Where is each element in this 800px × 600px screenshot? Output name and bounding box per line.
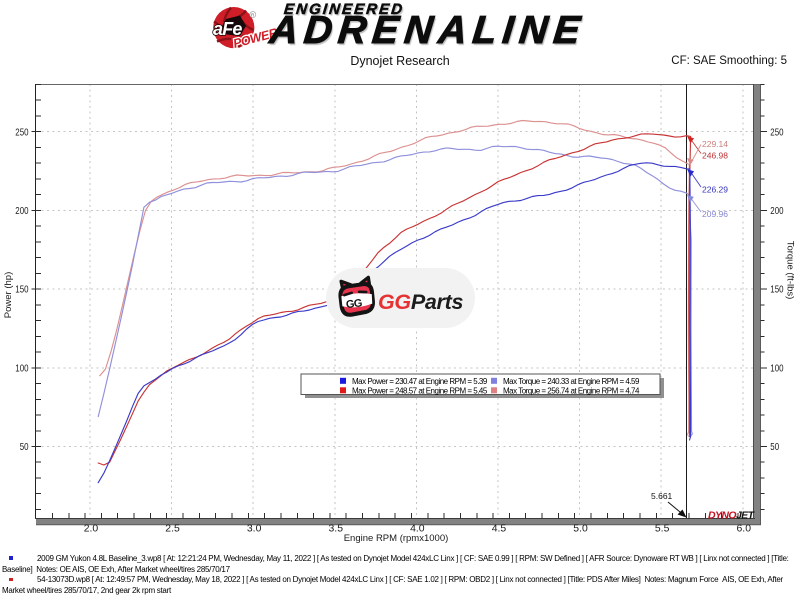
svg-text:100: 100	[770, 362, 783, 374]
svg-text:246.98: 246.98	[702, 151, 728, 161]
svg-text:209.96: 209.96	[702, 209, 728, 219]
svg-text:100: 100	[15, 362, 28, 374]
svg-text:Engine RPM (rpmx1000): Engine RPM (rpmx1000)	[344, 533, 449, 544]
svg-text:250: 250	[15, 126, 28, 138]
svg-text:200: 200	[15, 205, 28, 217]
svg-text:Max Torque = 256.74 at Engine: Max Torque = 256.74 at Engine RPM = 4.74	[503, 386, 640, 395]
svg-text:50: 50	[770, 441, 779, 453]
svg-text:5.0: 5.0	[573, 523, 588, 535]
svg-text:3.5: 3.5	[329, 523, 344, 535]
svg-text:GG: GG	[345, 297, 362, 311]
svg-text:2.5: 2.5	[165, 523, 180, 535]
svg-text:200: 200	[770, 205, 783, 217]
svg-text:Power (hp): Power (hp)	[3, 272, 14, 318]
svg-text:6.0: 6.0	[737, 523, 752, 535]
svg-text:aFe: aFe	[213, 19, 242, 39]
svg-text:5.5: 5.5	[655, 523, 670, 535]
svg-text:4.5: 4.5	[492, 523, 507, 535]
svg-text:3.0: 3.0	[247, 523, 262, 535]
svg-text:Max Power = 248.57 at Engine R: Max Power = 248.57 at Engine RPM = 5.45	[352, 386, 488, 395]
svg-text:50: 50	[20, 441, 29, 453]
svg-text:250: 250	[770, 126, 783, 138]
svg-text:DYNOJET: DYNOJET	[708, 510, 756, 522]
svg-text:150: 150	[15, 284, 28, 296]
svg-text:GGParts: GGParts	[378, 290, 463, 314]
svg-text:2.0: 2.0	[84, 523, 99, 535]
svg-text:150: 150	[770, 284, 783, 296]
svg-text:4.0: 4.0	[410, 523, 425, 535]
svg-text:5.661: 5.661	[651, 491, 673, 501]
svg-text:Max Torque = 240.33 at Engine: Max Torque = 240.33 at Engine RPM = 4.59	[503, 377, 640, 386]
svg-text:Torque (ft-lbs): Torque (ft-lbs)	[785, 241, 796, 300]
svg-text:R: R	[251, 13, 255, 18]
svg-text:229.14: 229.14	[702, 139, 728, 149]
svg-text:226.29: 226.29	[702, 185, 728, 195]
svg-text:Max Power = 230.47 at Engine R: Max Power = 230.47 at Engine RPM = 5.39	[352, 377, 488, 386]
